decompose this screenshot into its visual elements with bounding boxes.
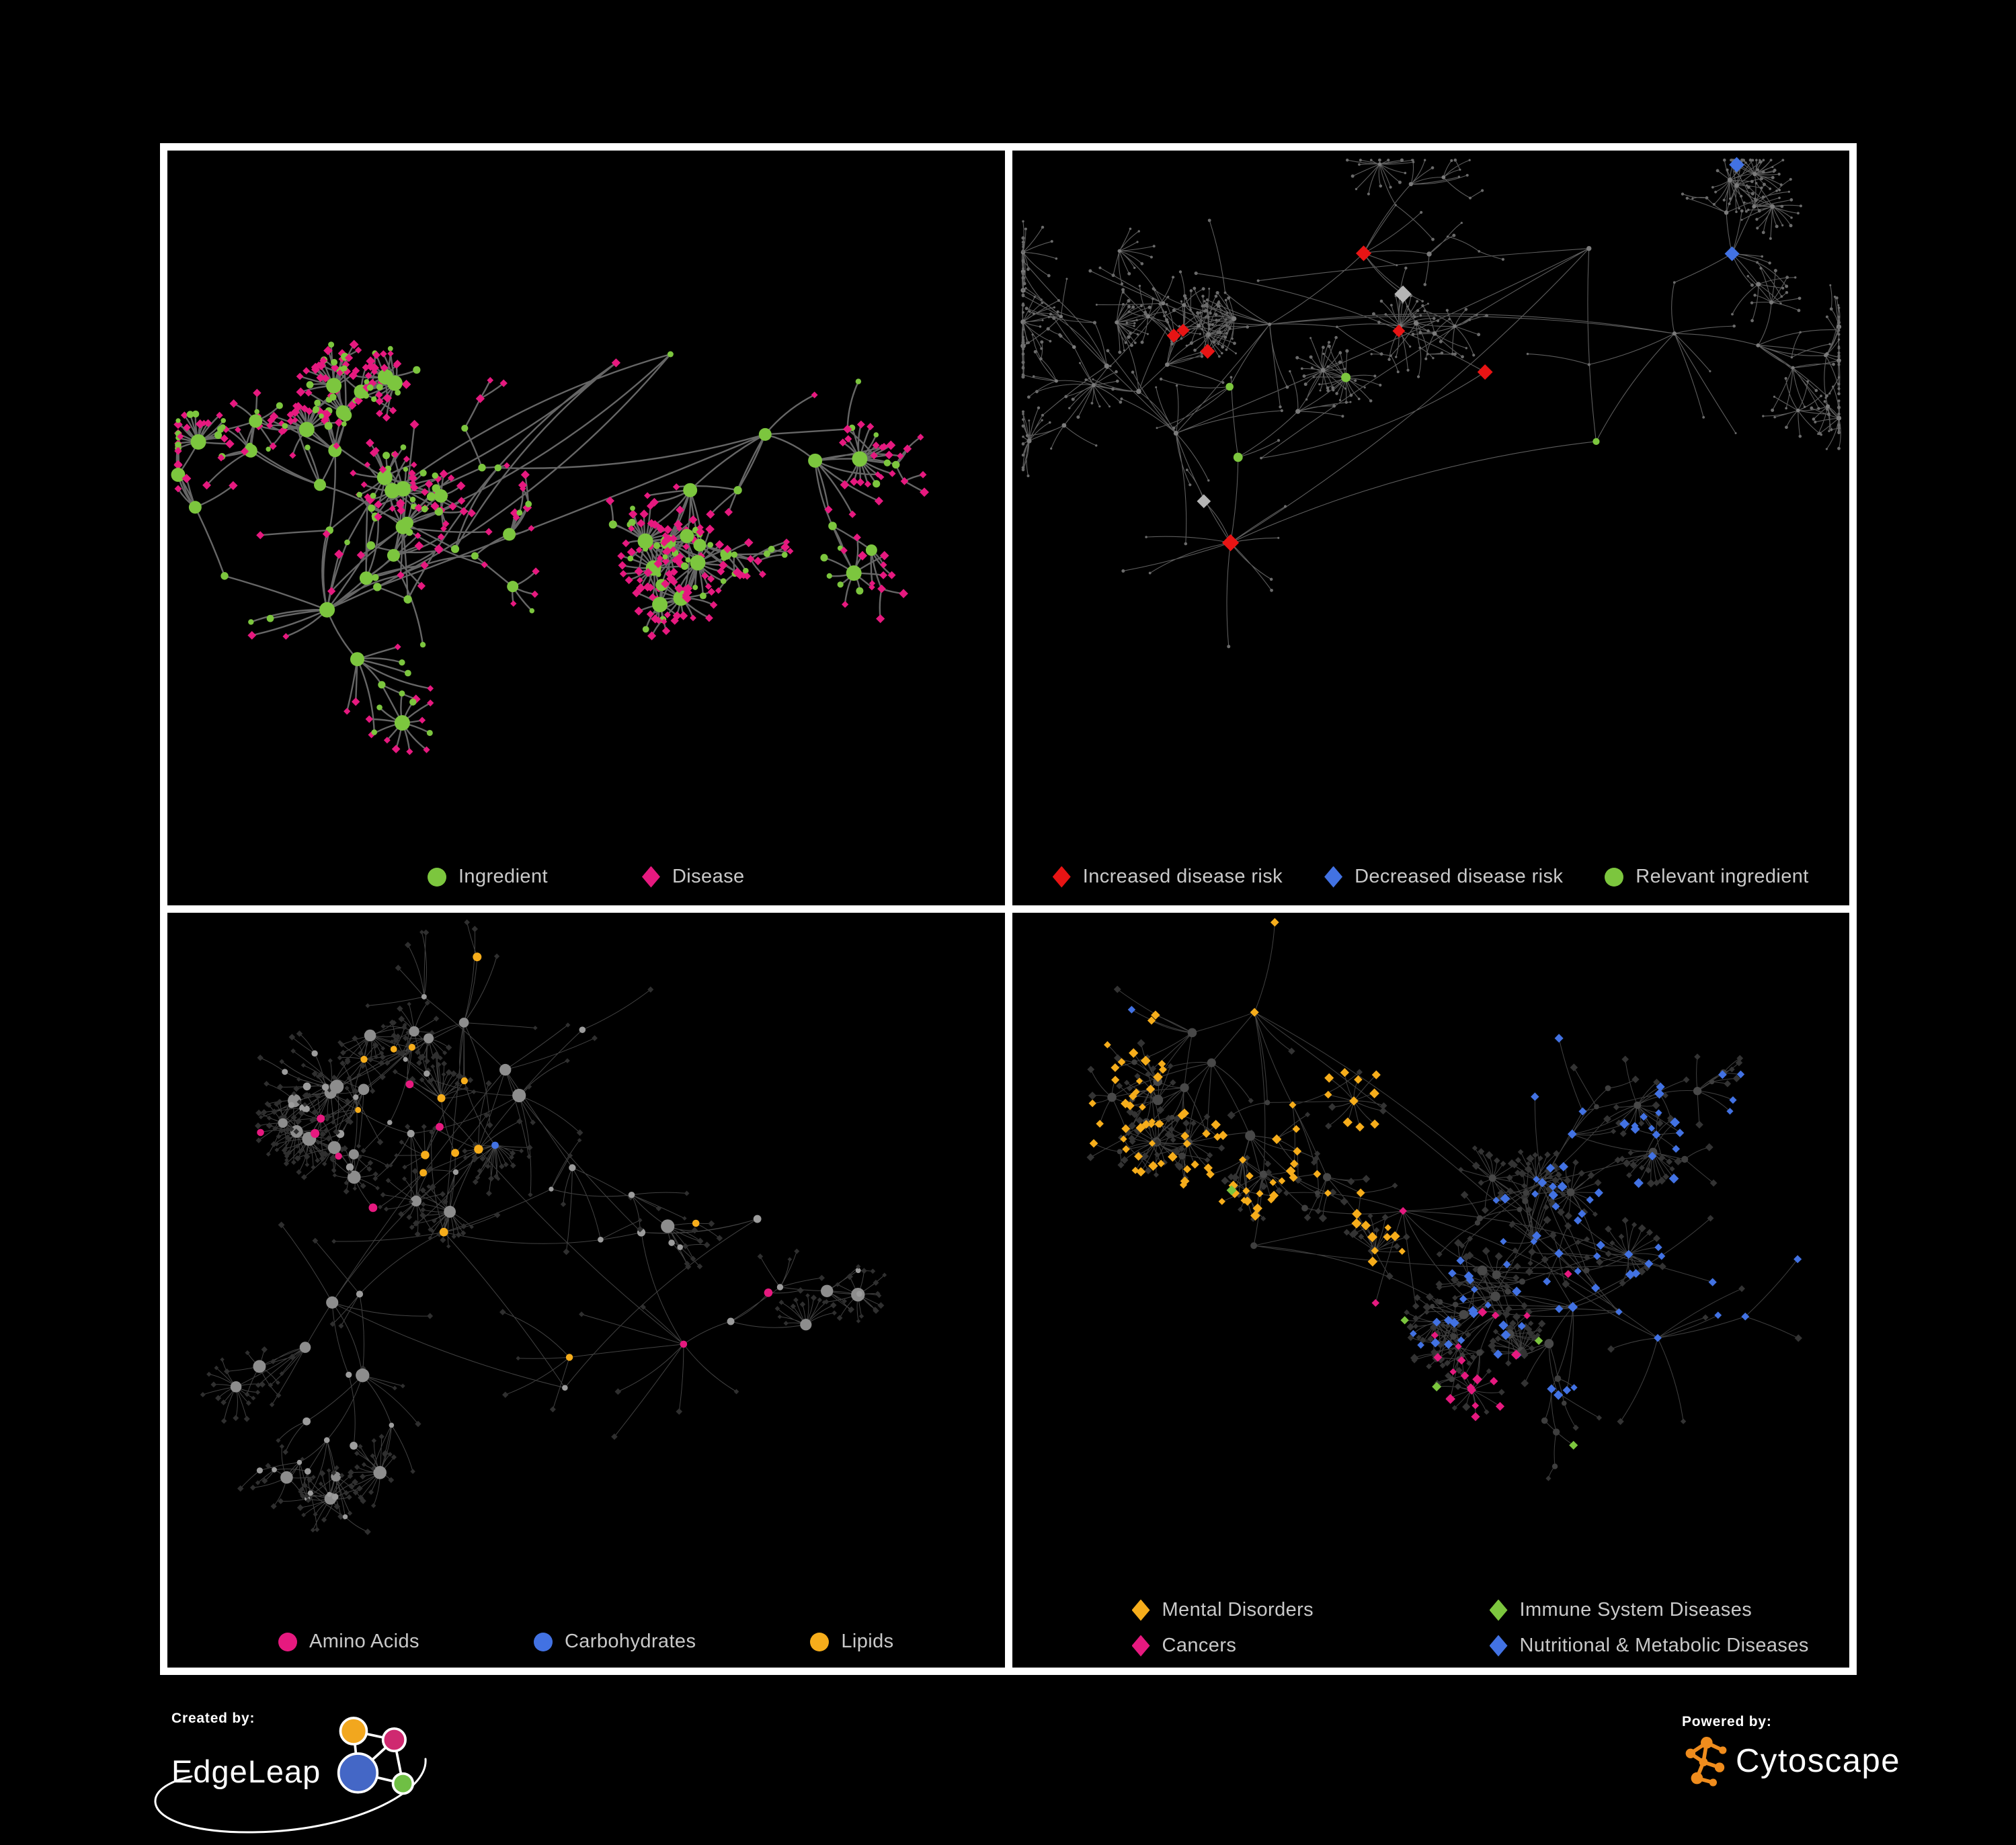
legend-label: Immune System Diseases	[1519, 1599, 1752, 1621]
legend-nutrient-classes: Amino Acids Carbohydrates Lipids	[167, 1631, 1005, 1653]
legend-label: Relevant ingredient	[1636, 866, 1809, 887]
legend-item-relevant-ingredient: Relevant ingredient	[1605, 866, 1808, 888]
network-canvas-disease-classes[interactable]	[1012, 913, 1850, 1668]
network-canvas-ingredient-disease[interactable]	[167, 151, 1005, 905]
panel-nutrient-classes: Amino Acids Carbohydrates Lipids	[167, 913, 1005, 1668]
legend-label: Decreased disease risk	[1355, 866, 1564, 887]
panel-disease-classes: Mental Disorders Immune System Diseases Ca…	[1012, 913, 1850, 1668]
edgeleap-logo-icon	[337, 1717, 415, 1795]
nutritional-metabolic-diseases-diamond-icon	[1489, 1635, 1508, 1657]
relevant-ingredient-circle-icon	[1605, 867, 1624, 887]
legend-item-cancers: Cancers	[1131, 1635, 1396, 1657]
legend-label: Cancers	[1162, 1635, 1237, 1656]
legend-label: Nutritional & Metabolic Diseases	[1519, 1635, 1809, 1656]
legend-item-carbohydrates: Carbohydrates	[533, 1631, 696, 1653]
legend-label: Disease	[672, 866, 745, 887]
carbohydrates-circle-icon	[533, 1632, 553, 1651]
powered-by-label: Powered by:	[1682, 1714, 1772, 1729]
legend-label: Mental Disorders	[1162, 1599, 1314, 1621]
panel-ingredient-disease: Ingredient Disease	[167, 151, 1005, 905]
disease-diamond-icon	[641, 866, 660, 888]
cytoscape-logo-text: Cytoscape	[1736, 1743, 1901, 1779]
decreased-disease-risk-diamond-icon	[1324, 866, 1343, 888]
legend-label: Amino Acids	[309, 1631, 419, 1652]
legend-disease-classes: Mental Disorders Immune System Diseases Ca…	[1012, 1599, 1850, 1657]
created-by-label: Created by:	[171, 1711, 255, 1726]
legend-item-ingredient: Ingredient	[427, 866, 548, 888]
lipids-circle-icon	[810, 1632, 830, 1651]
panel-disease-risk: Increased disease risk Decreased disease …	[1012, 151, 1850, 905]
edgeleap-logo-text: EdgeLeap	[171, 1753, 321, 1789]
legend-item-decreased-disease-risk: Decreased disease risk	[1324, 866, 1563, 888]
legend-label: Increased disease risk	[1082, 866, 1283, 887]
ingredient-circle-icon	[427, 867, 446, 887]
legend-item-mental-disorders: Mental Disorders	[1131, 1599, 1396, 1621]
immune-system-diseases-diamond-icon	[1489, 1599, 1508, 1621]
legend-item-disease: Disease	[641, 866, 745, 888]
legend-item-lipids: Lipids	[810, 1631, 893, 1653]
legend-ingredient-disease: Ingredient Disease	[167, 866, 1005, 888]
increased-disease-risk-diamond-icon	[1052, 866, 1071, 888]
legend-label: Carbohydrates	[564, 1631, 696, 1652]
panels-grid: Ingredient Disease Increased disease risk…	[160, 143, 1857, 1675]
legend-item-amino-acids: Amino Acids	[278, 1631, 419, 1653]
amino-acids-circle-icon	[278, 1632, 297, 1651]
legend-item-increased-disease-risk: Increased disease risk	[1052, 866, 1283, 888]
legend-disease-risk: Increased disease risk Decreased disease …	[1012, 866, 1850, 888]
cytoscape-logo-icon	[1685, 1737, 1727, 1787]
legend-label: Lipids	[841, 1631, 894, 1652]
mental-disorders-diamond-icon	[1131, 1599, 1150, 1621]
network-canvas-nutrient-classes[interactable]	[167, 913, 1005, 1668]
legend-label: Ingredient	[458, 866, 548, 887]
legend-item-nutritional-metabolic-diseases: Nutritional & Metabolic Diseases	[1489, 1635, 1809, 1657]
cancers-diamond-icon	[1131, 1635, 1150, 1657]
created-by-block: Created by: EdgeLeap	[154, 1711, 427, 1834]
powered-by-block: Powered by: Cytoscape	[1682, 1714, 1900, 1789]
network-canvas-disease-risk[interactable]	[1012, 151, 1850, 905]
legend-item-immune-system-diseases: Immune System Diseases	[1489, 1599, 1809, 1621]
